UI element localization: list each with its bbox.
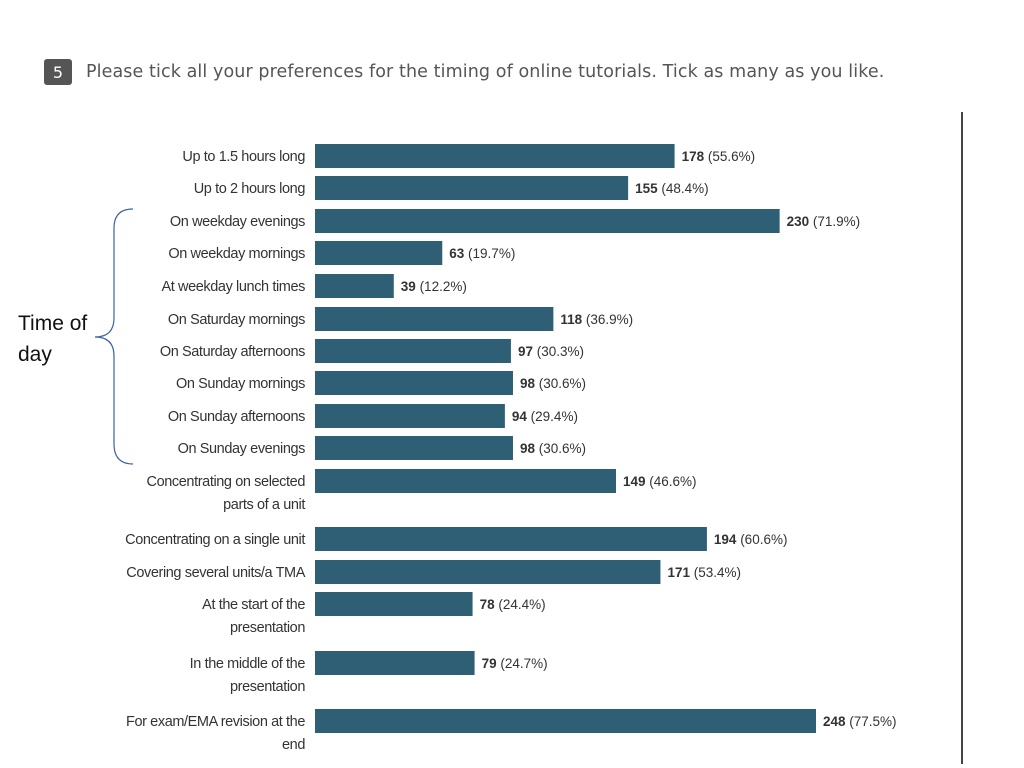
category-label-6: On Saturday afternoons: [160, 344, 305, 360]
bar-14: [315, 651, 475, 675]
category-label-13: At the start of the presentation: [202, 597, 305, 636]
category-label-10: Concentrating on selected parts of a unit: [147, 474, 306, 513]
bar-6: [315, 339, 511, 363]
bar-12: [315, 560, 661, 584]
annotation-line-2: day: [18, 343, 52, 366]
value-label-1: 155 (48.4%): [635, 181, 709, 196]
category-label-4: At weekday lunch times: [161, 279, 305, 295]
category-label-14: In the middle of the presentation: [190, 656, 306, 695]
time-of-day-annotation: Time of day: [18, 308, 108, 370]
bar-7: [315, 371, 513, 395]
bar-11: [315, 527, 707, 551]
bar-9: [315, 436, 513, 460]
value-label-2: 230 (71.9%): [787, 214, 861, 229]
category-label-11: Concentrating on a single unit: [125, 532, 305, 548]
bar-8: [315, 404, 505, 428]
question-header: 5 Please tick all your preferences for t…: [44, 58, 884, 86]
vertical-divider: [961, 112, 963, 764]
bar-2: [315, 209, 780, 233]
bar-0: [315, 144, 675, 168]
value-label-8: 94 (29.4%): [512, 409, 578, 424]
bar-15: [315, 709, 816, 733]
annotation-line-1: Time of: [18, 312, 88, 335]
category-label-9: On Sunday evenings: [178, 441, 306, 457]
category-label-1: Up to 2 hours long: [194, 181, 306, 197]
question-number-badge: 5: [44, 59, 72, 85]
category-label-2: On weekday evenings: [170, 214, 305, 230]
category-label-15: For exam/EMA revision at the end: [126, 714, 305, 753]
bar-1: [315, 176, 629, 200]
value-label-15: 248 (77.5%): [823, 714, 897, 729]
value-label-7: 98 (30.6%): [520, 376, 586, 391]
bar-4: [315, 274, 394, 298]
value-label-0: 178 (55.6%): [682, 149, 756, 164]
category-label-7: On Sunday mornings: [176, 376, 305, 392]
category-label-12: Covering several units/a TMA: [126, 565, 305, 581]
category-label-3: On weekday mornings: [168, 246, 305, 262]
bar-3: [315, 241, 443, 265]
value-label-13: 78 (24.4%): [480, 597, 546, 612]
value-label-9: 98 (30.6%): [520, 441, 586, 456]
value-label-5: 118 (36.9%): [560, 312, 633, 327]
value-label-3: 63 (19.7%): [449, 246, 515, 261]
category-label-8: On Sunday afternoons: [168, 409, 305, 425]
value-label-11: 194 (60.6%): [714, 532, 788, 547]
value-label-6: 97 (30.3%): [518, 344, 584, 359]
question-text: Please tick all your preferences for the…: [86, 62, 885, 82]
category-label-5: On Saturday mornings: [168, 312, 305, 328]
value-label-10: 149 (46.6%): [623, 474, 697, 489]
value-label-12: 171 (53.4%): [667, 565, 741, 580]
value-label-14: 79 (24.7%): [482, 656, 548, 671]
category-label-0: Up to 1.5 hours long: [182, 149, 305, 165]
bar-10: [315, 469, 617, 493]
bar-5: [315, 307, 554, 331]
bar-13: [315, 592, 473, 616]
value-label-4: 39 (12.2%): [401, 279, 467, 294]
